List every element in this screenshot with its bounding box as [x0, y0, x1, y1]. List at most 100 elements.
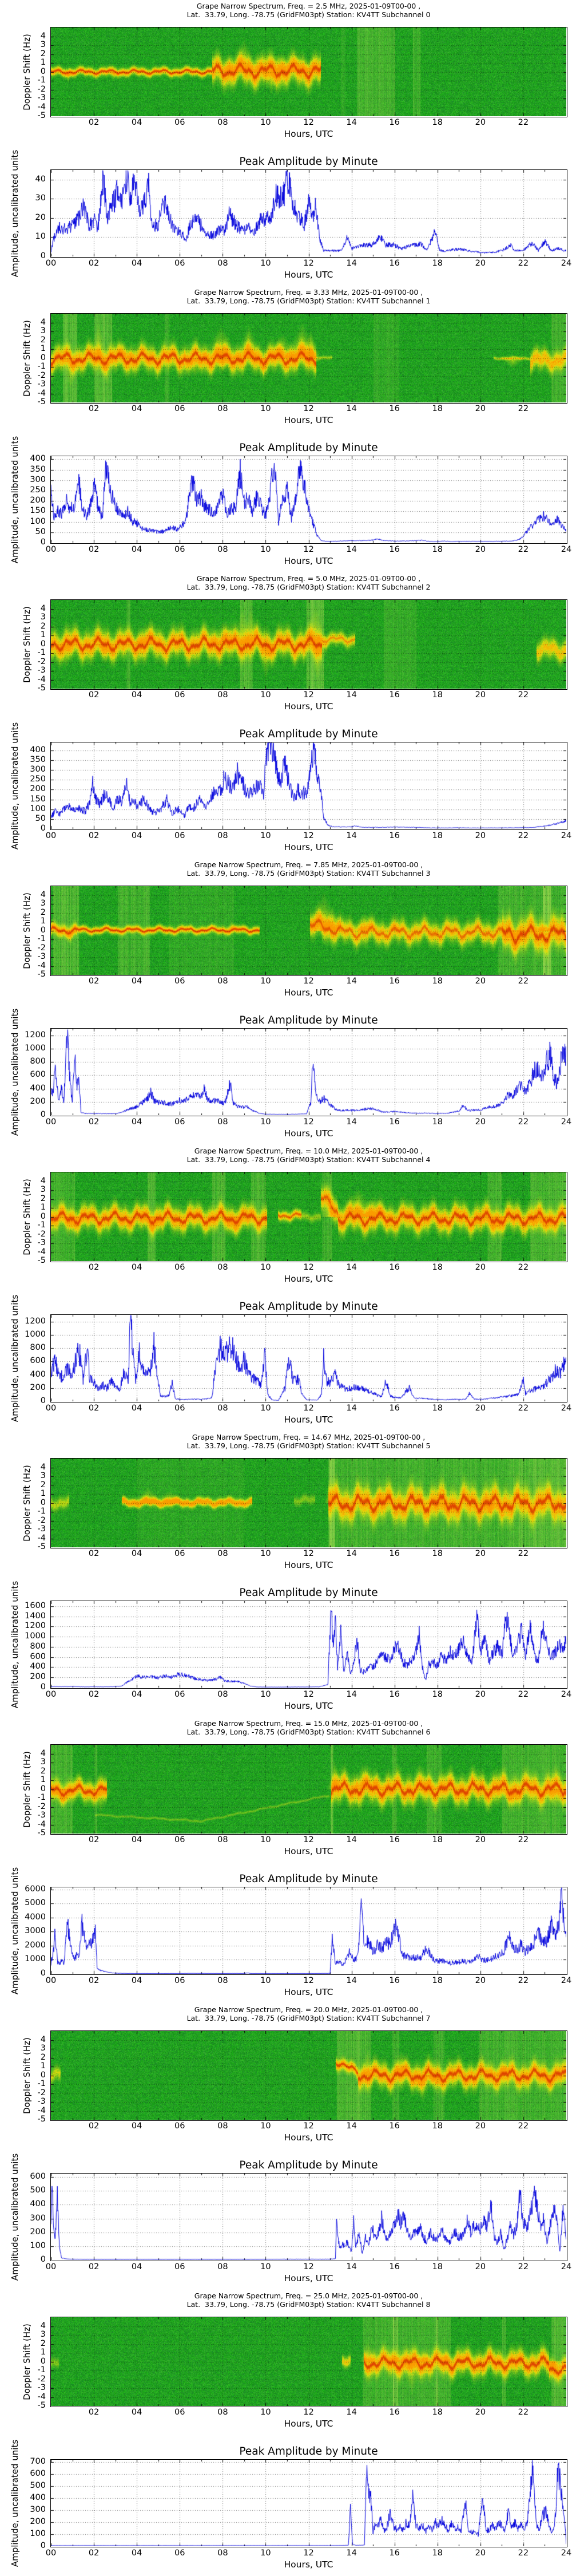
spectrogram-title-line1: Grape Narrow Spectrum, Freq. = 20.0 MHz,… — [194, 2005, 423, 2014]
amplitude-plot-area — [50, 169, 567, 258]
x-tick-label: 22 — [518, 2121, 529, 2131]
x-tick-label: 12 — [303, 2408, 314, 2417]
amplitude-title: Peak Amplitude by Minute — [239, 2445, 378, 2458]
y-tick-label: 5000 — [25, 1898, 46, 1908]
spectrogram-canvas — [51, 27, 566, 116]
x-tick-label: 02 — [88, 1263, 100, 1272]
x-tick-label: 12 — [303, 1117, 314, 1127]
y-tick-label: 0 — [40, 1969, 46, 1978]
amplitude-x-axis-label: Hours, UTC — [284, 1701, 333, 1711]
x-tick-label: 02 — [88, 831, 100, 840]
x-tick-label: 10 — [260, 545, 271, 554]
amplitude-plot-area — [50, 2173, 567, 2261]
y-tick-label: -3 — [37, 1524, 46, 1534]
amplitude-canvas — [51, 1315, 566, 1401]
y-tick-label: 1 — [40, 1203, 46, 1212]
y-tick-label: 0 — [40, 1784, 46, 1793]
x-tick-label: 08 — [217, 1976, 228, 1985]
x-tick-label: 20 — [475, 977, 486, 986]
x-tick-label: 10 — [260, 404, 271, 413]
y-tick-label: -2 — [37, 1229, 46, 1239]
y-tick-label: 4 — [40, 317, 46, 327]
x-tick-label: 08 — [217, 118, 228, 127]
x-tick-label: 14 — [346, 1263, 357, 1272]
spectrogram-x-axis-label: Hours, UTC — [284, 415, 333, 425]
x-tick-label: 24 — [561, 2549, 572, 2558]
y-tick-label: -3 — [37, 1811, 46, 1820]
spectrogram-title-line2: Lat. 33.79, Long. -78.75 (GridFM03pt) St… — [186, 1155, 431, 1164]
y-tick-label: 1 — [40, 2348, 46, 2357]
x-tick-label: 02 — [88, 1117, 100, 1127]
x-tick-label: 14 — [346, 2262, 357, 2271]
subchannel-block: Grape Narrow Spectrum, Freq. = 2.5 MHz, … — [0, 0, 572, 286]
spectrogram-figure: Grape Narrow Spectrum, Freq. = 2.5 MHz, … — [0, 0, 572, 143]
y-tick-label: 350 — [30, 754, 46, 764]
amplitude-title: Peak Amplitude by Minute — [239, 728, 378, 740]
x-tick-label: 16 — [389, 1263, 400, 1272]
y-tick-label: -2 — [37, 1801, 46, 1811]
x-tick-label: 22 — [518, 1835, 529, 1844]
y-tick-label: 3 — [40, 613, 46, 622]
x-tick-label: 06 — [174, 1976, 185, 1985]
y-tick-label: 4 — [40, 31, 46, 41]
x-tick-label: 00 — [45, 2262, 57, 2271]
y-tick-label: 600 — [30, 2469, 46, 2479]
y-tick-label: 3 — [40, 326, 46, 335]
y-tick-label: -5 — [37, 1828, 46, 1838]
amplitude-canvas — [51, 2460, 566, 2546]
x-tick-label: 08 — [217, 1404, 228, 1413]
y-tick-label: 1000 — [25, 1329, 46, 1339]
x-tick-label: 18 — [432, 2408, 443, 2417]
y-tick-label: 6000 — [25, 1884, 46, 1894]
x-tick-label: 02 — [88, 2121, 100, 2131]
y-tick-label: 2 — [40, 2338, 46, 2348]
spectrogram-x-axis-label: Hours, UTC — [284, 701, 333, 712]
y-tick-label: 0 — [40, 1396, 46, 1405]
x-tick-label: 08 — [217, 2549, 228, 2558]
amplitude-canvas — [51, 1601, 566, 1688]
y-tick-label: 400 — [30, 454, 46, 464]
amplitude-canvas — [51, 2174, 566, 2260]
x-tick-label: 16 — [389, 1117, 400, 1127]
spectrogram-x-axis-label: Hours, UTC — [284, 2132, 333, 2143]
y-tick-label: -4 — [37, 674, 46, 684]
y-tick-label: 400 — [30, 2199, 46, 2209]
y-tick-label: -4 — [37, 1247, 46, 1257]
y-tick-label: 1 — [40, 344, 46, 353]
x-tick-label: 22 — [518, 1549, 529, 1558]
x-tick-label: 02 — [88, 1690, 100, 1699]
x-tick-label: 20 — [475, 1404, 486, 1413]
subchannel-block: Grape Narrow Spectrum, Freq. = 10.0 MHz,… — [0, 1145, 572, 1431]
spectrogram-title-line2: Lat. 33.79, Long. -78.75 (GridFM03pt) St… — [186, 1728, 431, 1736]
x-tick-label: 10 — [260, 690, 271, 700]
x-tick-label: 16 — [389, 545, 400, 554]
y-tick-label: 400 — [30, 745, 46, 754]
y-tick-label: -1 — [37, 76, 46, 85]
x-tick-label: 04 — [131, 1117, 142, 1127]
x-tick-label: 10 — [260, 1263, 271, 1272]
y-tick-label: 1600 — [25, 1601, 46, 1610]
x-tick-label: 04 — [131, 2262, 142, 2271]
y-tick-label: -1 — [37, 2365, 46, 2374]
y-tick-label: -2 — [37, 370, 46, 380]
y-tick-label: 300 — [30, 2505, 46, 2515]
y-tick-label: 800 — [30, 1343, 46, 1353]
amplitude-plot-area — [50, 456, 567, 544]
spectrogram-figure: Grape Narrow Spectrum, Freq. = 25.0 MHz,… — [0, 2290, 572, 2433]
y-tick-label: -3 — [37, 2383, 46, 2392]
y-tick-label: -1 — [37, 1507, 46, 1516]
y-tick-label: -5 — [37, 970, 46, 979]
y-tick-label: 500 — [30, 2481, 46, 2491]
y-tick-label: 0 — [40, 353, 46, 362]
spectrogram-title-line2: Lat. 33.79, Long. -78.75 (GridFM03pt) St… — [186, 297, 431, 305]
x-tick-label: 06 — [174, 1835, 185, 1844]
x-tick-label: 08 — [217, 2262, 228, 2271]
y-tick-label: 600 — [30, 1070, 46, 1080]
x-tick-label: 24 — [561, 2262, 572, 2271]
spectrogram-plot-area — [50, 886, 567, 976]
x-tick-label: 12 — [303, 259, 314, 268]
y-tick-label: 100 — [30, 804, 46, 813]
x-tick-label: 10 — [260, 1690, 271, 1699]
x-tick-label: 06 — [174, 1117, 185, 1127]
x-tick-label: 18 — [432, 831, 443, 840]
